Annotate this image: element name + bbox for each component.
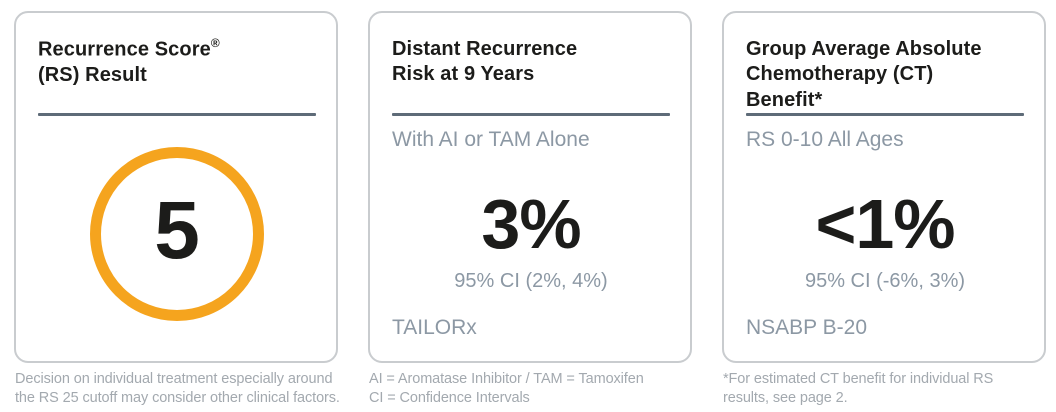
abbreviations-footnote: AI = Aromatase Inhibitor / TAM = Tamoxif…: [369, 371, 644, 407]
title-divider: [392, 113, 670, 116]
treatment-context-label: With AI or TAM Alone: [392, 128, 590, 151]
rs-card-body: 5: [38, 127, 316, 341]
study-name-tailorx: TAILORx: [392, 315, 477, 339]
rs-range-label: RS 0-10 All Ages: [746, 128, 904, 151]
rs-title-line2: (RS) Result: [38, 64, 147, 87]
score-ring-wrap: 5: [38, 127, 316, 341]
rs-result-title: Recurrence Score® (RS) Result: [38, 36, 316, 113]
benefit-percentage-value: <1%: [815, 185, 955, 264]
ct-benefit-footnote: *For estimated CT benefit for individual…: [723, 371, 994, 407]
ct-benefit-title: Group Average Absolute Chemotherapy (CT)…: [746, 38, 982, 111]
column-recurrence-risk: Distant Recurrence Risk at 9 Years With …: [368, 11, 692, 409]
registered-trademark-symbol: ®: [210, 36, 220, 50]
column-ct-benefit: Group Average Absolute Chemotherapy (CT)…: [722, 11, 1046, 409]
card-ct-benefit: Group Average Absolute Chemotherapy (CT)…: [722, 11, 1046, 363]
study-name-nsabp: NSABP B-20: [746, 315, 868, 339]
rs-title-line1: Recurrence Score: [38, 38, 211, 61]
card-recurrence-risk: Distant Recurrence Risk at 9 Years With …: [368, 11, 692, 363]
column-rs-result: Recurrence Score® (RS) Result 5 Decision …: [14, 11, 340, 409]
benefit-value-wrap: <1% 95% CI (-6%, 3%): [746, 152, 1024, 316]
risk-confidence-interval: 95% CI (2%, 4%): [454, 270, 608, 293]
title-divider: [38, 113, 316, 116]
card-rs-result: Recurrence Score® (RS) Result 5: [14, 11, 338, 363]
recurrence-risk-title: Distant Recurrence Risk at 9 Years: [392, 38, 578, 86]
benefit-confidence-interval: 95% CI (-6%, 3%): [804, 270, 966, 293]
score-ring: 5: [90, 147, 264, 321]
title-divider: [746, 113, 1024, 116]
risk-value-wrap: 3% 95% CI (2%, 4%): [392, 152, 670, 316]
rs-footnote: Decision on individual treatment especia…: [15, 371, 340, 407]
ct-benefit-body: RS 0-10 All Ages <1% 95% CI (-6%, 3%) NS…: [746, 127, 1024, 341]
rs-score-value: 5: [154, 185, 200, 276]
risk-percentage-value: 3%: [481, 185, 581, 264]
recurrence-risk-body: With AI or TAM Alone 3% 95% CI (2%, 4%) …: [392, 127, 670, 341]
